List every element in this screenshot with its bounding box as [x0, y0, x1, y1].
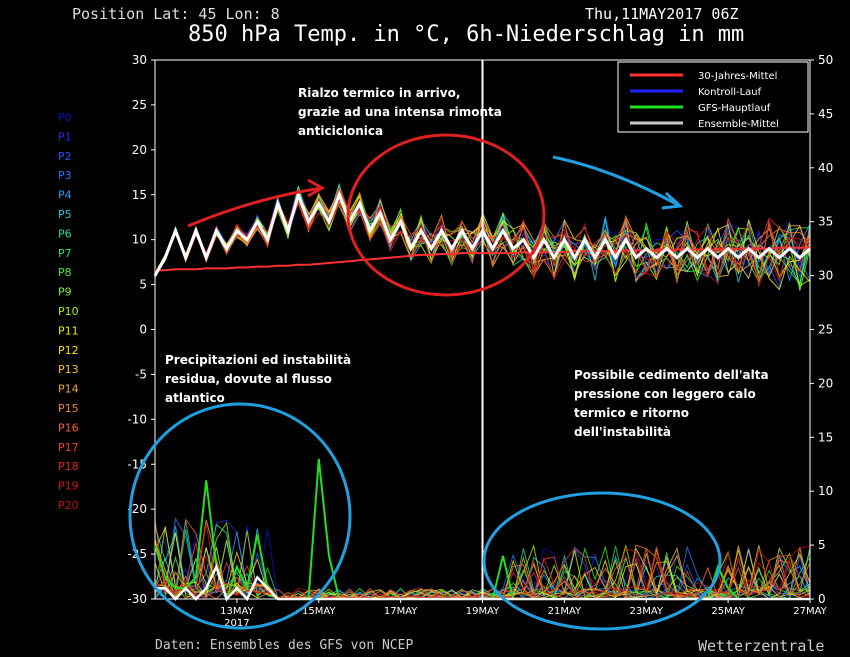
member-label-P17: P17 [58, 441, 79, 454]
y-left-tick-label: -5 [135, 367, 147, 381]
y-left-tick-label: -20 [127, 502, 147, 516]
cooling-arrow [552, 155, 681, 208]
member-label-P7: P7 [58, 247, 72, 260]
member-label-P16: P16 [58, 421, 79, 434]
y-left-tick-label: 25 [132, 98, 147, 112]
data-source: Daten: Ensembles des GFS von NCEP [155, 638, 414, 653]
x-tick-label: 23MAY [629, 606, 663, 617]
y-right-tick-label: 50 [818, 53, 833, 67]
warm-arrow-head [307, 178, 326, 198]
member-label-P3: P3 [58, 169, 72, 182]
y-right-tick-label: 25 [818, 323, 833, 337]
x-tick-label: 15MAY [302, 606, 336, 617]
y-right-tick-label: 40 [818, 161, 833, 175]
legend-label: Kontroll-Lauf [698, 87, 762, 98]
member-label-P19: P19 [58, 480, 79, 493]
x-tick-label: 17MAY [384, 606, 418, 617]
y-right-tick-label: 10 [818, 484, 833, 498]
member-label-P13: P13 [58, 363, 79, 376]
member-label-P15: P15 [58, 402, 79, 415]
x-tick-label: 13MAY [220, 606, 254, 617]
climatology-line [155, 246, 810, 272]
cooling-arrow-head [661, 191, 684, 210]
x-axis: 13MAY 15MAY 17MAY 19MAY 21MAY 23MAY 25MAY 27MAY… [220, 599, 828, 629]
y-right-tick-label: 20 [818, 376, 833, 390]
y-left-tick-label: 0 [139, 323, 147, 337]
member-label-P14: P14 [58, 383, 79, 396]
y-left-tick-label: 10 [132, 233, 147, 247]
y-left-tick-label: 5 [139, 278, 147, 292]
member-label-P2: P2 [58, 150, 72, 163]
x-tick-label: 27MAY [793, 606, 827, 617]
member-label-P12: P12 [58, 344, 79, 357]
y-right-tick-label: 35 [818, 215, 833, 229]
brand-label: Wetterzentrale [698, 637, 825, 655]
position-label: Position Lat: 45 Lon: 8 [72, 5, 280, 23]
y-right-tick-label: 0 [818, 592, 826, 606]
member-label-P9: P9 [58, 286, 72, 299]
y-right-tick-label: 15 [818, 430, 833, 444]
member-label-P4: P4 [58, 189, 72, 202]
legend: 30-Jahres-Mittel Kontroll-Lauf GFS-Hauptla… [617, 61, 809, 133]
annotation-cooling: Possibile cedimento dell'alta pressione c… [574, 368, 769, 439]
chart-title: 850 hPa Temp. in °C, 6h-Niederschlag in … [188, 22, 745, 47]
y-right-tick-label: 45 [818, 107, 833, 121]
member-label-P11: P11 [58, 324, 79, 337]
x-tick-label: 25MAY [711, 606, 745, 617]
x-tick-label: 21MAY [548, 606, 582, 617]
ensemble-mean-temp-line [153, 190, 811, 277]
annotation-warm: Rialzo termico in arrivo, grazie ad una i… [298, 86, 502, 138]
member-label-P1: P1 [58, 130, 72, 143]
member-label-P8: P8 [58, 266, 72, 279]
member-label-P10: P10 [58, 305, 79, 318]
annotation-precip: Precipitazioni ed instabilità residua, do… [165, 353, 351, 405]
y-left-tick-label: 15 [132, 188, 147, 202]
legend-label: GFS-Hauptlauf [698, 103, 771, 114]
y-left-tick-label: -10 [127, 412, 147, 426]
y-left-tick-label: 20 [132, 143, 147, 157]
warm-highlight-ellipse [346, 133, 546, 297]
warm-arrow [187, 186, 323, 228]
y-left-tick-label: 30 [132, 53, 147, 67]
legend-label: Ensemble-Mittel [698, 119, 779, 130]
member-label-P0: P0 [58, 111, 72, 124]
member-label-P6: P6 [58, 227, 72, 240]
instability-highlight-ellipse [482, 491, 722, 631]
member-label-P5: P5 [58, 208, 72, 221]
run-datetime: Thu,11MAY2017 06Z [585, 5, 739, 23]
precip-highlight-ellipse [128, 402, 352, 630]
y-right-tick-label: 30 [818, 269, 833, 283]
y-left-tick-label: -30 [127, 592, 147, 606]
legend-label: 30-Jahres-Mittel [698, 71, 777, 82]
member-label-P18: P18 [58, 460, 79, 473]
annotations-layer: P0 P1 P2 P3 P4 P5 P6 P7 P8 P9 P10 P11 P12 P13 P14 P15 P1… [58, 86, 769, 631]
y-right-tick-label: 5 [818, 538, 826, 552]
x-year-label: 2017 [224, 618, 249, 629]
x-tick-label: 19MAY [466, 606, 500, 617]
member-label-P20: P20 [58, 499, 79, 512]
